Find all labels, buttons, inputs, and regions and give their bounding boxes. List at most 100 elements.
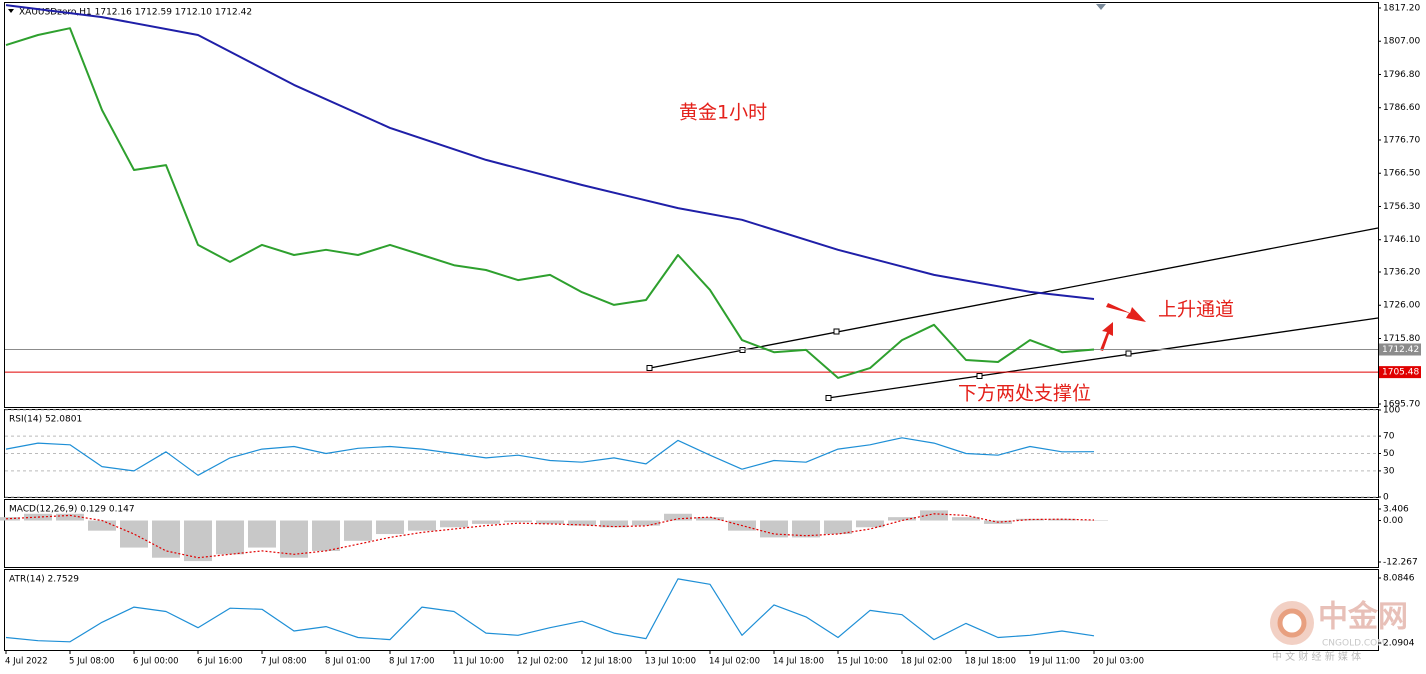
histogram-bar — [0, 517, 20, 521]
y-tick-label: 1766.50 — [1383, 169, 1420, 179]
histogram-bar — [280, 520, 308, 558]
price-label-box — [1379, 366, 1421, 379]
y-tick-label: 1715.80 — [1383, 334, 1420, 344]
y-tick-label: 1786.60 — [1383, 103, 1420, 113]
x-tick-label: 6 Jul 00:00 — [133, 657, 179, 667]
y-tick-label: 2.0904 — [1383, 639, 1415, 649]
y-tick-label: 1817.20 — [1383, 3, 1420, 13]
histogram-bar — [792, 520, 820, 538]
histogram-bar — [216, 520, 244, 555]
y-tick-label: 1807.00 — [1383, 37, 1420, 47]
histogram-bar — [440, 520, 468, 528]
x-tick-label: 12 Jul 18:00 — [581, 657, 632, 667]
x-tick-label: 8 Jul 17:00 — [389, 657, 435, 667]
y-tick-label: 1776.70 — [1383, 135, 1420, 145]
watermark-logo-ring — [1277, 608, 1307, 638]
x-tick-label: 20 Jul 03:00 — [1093, 657, 1144, 667]
price-label: 1705.48 — [1382, 368, 1419, 378]
y-tick-label: 30 — [1383, 466, 1395, 476]
watermark-site: CNGOLD.COM — [1322, 639, 1385, 649]
annotation: 下方两处支撑位 — [958, 383, 1091, 405]
x-tick-label: 12 Jul 02:00 — [517, 657, 568, 667]
watermark-slogan: 中 文 财 经 新 媒 体 — [1272, 650, 1361, 663]
y-tick-label: 1756.30 — [1383, 202, 1420, 212]
y-tick-label: -12.267 — [1383, 557, 1418, 567]
series-line — [5, 437, 1095, 476]
x-tick-label: 13 Jul 10:00 — [645, 657, 696, 667]
arrow-right — [1106, 303, 1146, 322]
channel-upper — [649, 227, 1379, 369]
histogram-bar — [312, 520, 340, 551]
histogram-bar — [472, 520, 500, 524]
x-tick-label: 7 Jul 08:00 — [261, 657, 307, 667]
histogram-bar — [696, 517, 724, 521]
x-tick-label: 11 Jul 10:00 — [453, 657, 504, 667]
histogram-bar — [920, 510, 948, 521]
y-tick-label: 1695.70 — [1383, 400, 1420, 410]
price-label: 1712.42 — [1382, 345, 1419, 355]
histogram-bar — [632, 520, 660, 526]
menu-marker — [8, 9, 14, 13]
histogram-bar — [760, 520, 788, 538]
y-tick-label: 1726.00 — [1383, 301, 1420, 311]
price-label-box — [1379, 343, 1421, 356]
x-tick-label: 6 Jul 16:00 — [197, 657, 243, 667]
histogram-bar — [664, 513, 692, 521]
panel-title: ATR(14) 2.7529 — [9, 575, 79, 585]
histogram-bar — [856, 520, 884, 528]
histogram-bar — [56, 513, 84, 521]
histogram-bar — [88, 520, 116, 531]
scroll-marker — [1096, 4, 1106, 10]
histogram-bar — [568, 520, 596, 526]
histogram-bar — [248, 520, 276, 548]
series-line — [5, 513, 1095, 559]
x-tick-label: 19 Jul 11:00 — [1029, 657, 1080, 667]
panel-title: RSI(14) 52.0801 — [9, 415, 82, 425]
y-tick-label: 3.406 — [1383, 505, 1409, 515]
x-tick-label: 18 Jul 18:00 — [965, 657, 1016, 667]
histogram-bar — [888, 517, 916, 521]
x-tick-label: 8 Jul 01:00 — [325, 657, 371, 667]
panel-title: MACD(12,26,9) 0.129 0.147 — [9, 505, 135, 515]
histogram-bar — [152, 520, 180, 558]
y-tick-label: 0.00 — [1383, 516, 1403, 526]
y-tick-label: 1796.80 — [1383, 70, 1420, 80]
histogram-bar — [824, 520, 852, 535]
channel — [649, 227, 1379, 399]
histogram-bar — [600, 520, 628, 528]
x-tick-label: 14 Jul 02:00 — [709, 657, 760, 667]
y-tick-label: 100 — [1383, 406, 1400, 416]
histogram-bar — [120, 520, 148, 548]
y-tick-label: 70 — [1383, 432, 1395, 442]
y-tick-label: 50 — [1383, 449, 1395, 459]
histogram-bar — [408, 520, 436, 531]
atr-panel — [4, 569, 1379, 651]
panel-title: XAUUSDzero,H1 1712.16 1712.59 1712.10 17… — [19, 8, 252, 18]
series-line — [5, 27, 1095, 379]
y-tick-label: 1736.20 — [1383, 267, 1420, 277]
watermark-logo: 中金网 — [1318, 600, 1408, 635]
x-tick-label: 18 Jul 02:00 — [901, 657, 952, 667]
histogram-bar — [184, 520, 212, 562]
arrow-up — [1100, 322, 1113, 351]
x-tick-label: 5 Jul 08:00 — [69, 657, 115, 667]
x-tick-label: 14 Jul 18:00 — [773, 657, 824, 667]
histogram-bar — [376, 520, 404, 535]
price-panel — [4, 2, 1379, 408]
y-tick-label: 0 — [1383, 493, 1389, 503]
channel-lower — [827, 317, 1379, 399]
y-tick-label: 8.0846 — [1383, 574, 1415, 584]
series-line — [5, 4, 1095, 300]
watermark: 中金网 CNGOLD.COM 中 文 财 经 新 媒 体 — [1270, 600, 1408, 663]
histogram-bar — [344, 520, 372, 541]
arrows — [1100, 303, 1146, 351]
x-tick-label: 4 Jul 2022 — [5, 657, 48, 667]
x-tick-label: 15 Jul 10:00 — [837, 657, 888, 667]
macd-panel — [4, 499, 1379, 568]
histogram-bar — [1080, 520, 1108, 521]
series-line — [5, 578, 1095, 643]
annotation: 上升通道 — [1158, 299, 1234, 321]
histogram-bar — [504, 520, 532, 523]
